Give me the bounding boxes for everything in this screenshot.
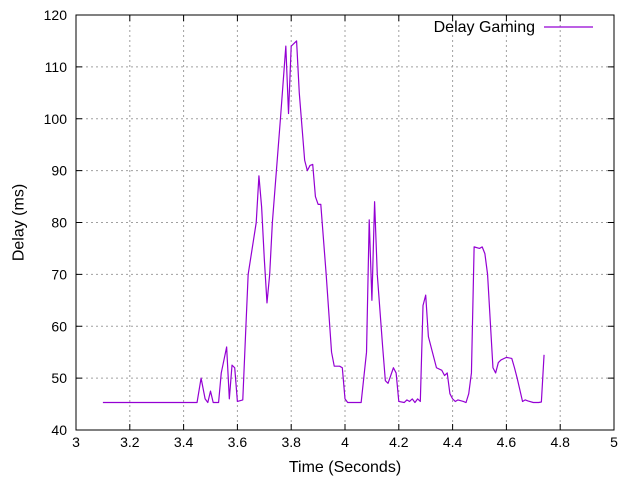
y-tick-label: 70 bbox=[51, 266, 67, 282]
x-tick-label: 3.8 bbox=[281, 434, 301, 450]
plot-frame bbox=[75, 14, 615, 431]
y-tick-label: 80 bbox=[51, 215, 67, 231]
x-tick-label: 4 bbox=[341, 434, 349, 450]
grid-lines bbox=[76, 15, 614, 430]
x-tick-label: 4.6 bbox=[497, 434, 517, 450]
y-tick-label: 120 bbox=[44, 7, 68, 23]
x-tick-label: 3.4 bbox=[174, 434, 194, 450]
x-tick-label: 3.2 bbox=[120, 434, 140, 450]
x-axis-title: Time (Seconds) bbox=[289, 459, 401, 476]
y-tick-label: 40 bbox=[51, 422, 67, 438]
x-tick-label: 4.8 bbox=[550, 434, 570, 450]
legend: Delay Gaming bbox=[434, 19, 593, 36]
y-axis-title: Delay (ms) bbox=[11, 184, 28, 261]
x-tick-labels: 3 3.2 3.4 3.6 3.8 4 4.2 4.4 4.6 4.8 5 bbox=[72, 434, 618, 450]
x-tick-label: 3.6 bbox=[228, 434, 248, 450]
y-tick-label: 90 bbox=[51, 163, 67, 179]
x-tick-label: 4.4 bbox=[443, 434, 463, 450]
x-tick-label: 4.2 bbox=[389, 434, 409, 450]
y-tick-label: 60 bbox=[51, 318, 67, 334]
series-layer bbox=[102, 40, 545, 404]
x-tick-label: 5 bbox=[610, 434, 618, 450]
y-tick-label: 110 bbox=[45, 59, 68, 75]
series-line-delay-gaming bbox=[102, 40, 545, 404]
y-tick-label: 100 bbox=[44, 111, 68, 127]
y-tick-label: 50 bbox=[51, 370, 67, 386]
x-tick-label: 3 bbox=[72, 434, 80, 450]
y-tick-labels: 40 50 60 70 80 90 100 110 120 bbox=[44, 7, 68, 438]
legend-label: Delay Gaming bbox=[434, 19, 535, 36]
